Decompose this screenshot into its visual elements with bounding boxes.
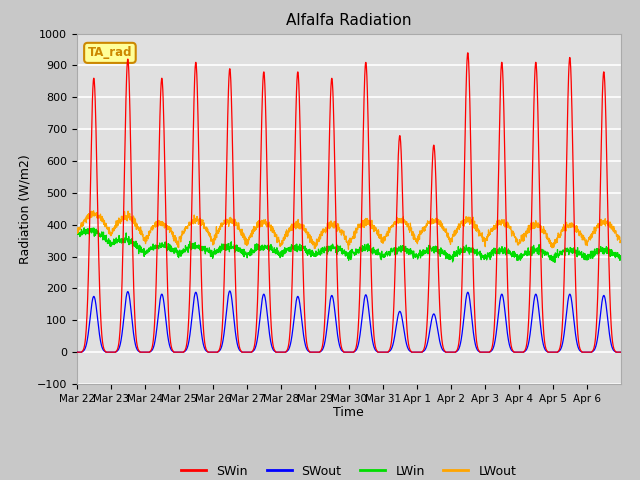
LWin [381,252,389,258]
SWin [513,349,520,355]
Line: SWout: SWout [77,291,621,352]
SWin [73,349,81,355]
LWout [245,235,253,240]
SWout [617,349,625,355]
LWout [127,216,135,222]
Line: SWin: SWin [77,53,621,352]
X-axis label: Time: Time [333,407,364,420]
SWout [226,288,234,294]
SWin [609,343,617,349]
SWout [543,349,551,355]
LWout [382,234,390,240]
SWout [127,309,135,314]
SWin [381,349,389,355]
LWout [344,246,352,252]
LWin [73,230,81,236]
SWout [73,349,81,355]
LWin [80,225,88,231]
SWout [609,347,617,353]
SWout [381,349,389,355]
LWout [73,228,81,233]
LWin [245,252,253,257]
Line: LWin: LWin [77,228,621,263]
LWout [544,234,552,240]
Legend: SWin, SWout, LWin, LWout: SWin, SWout, LWin, LWout [176,460,522,480]
SWin [543,348,551,354]
Title: Alfalfa Radiation: Alfalfa Radiation [286,13,412,28]
Y-axis label: Radiation (W/m2): Radiation (W/m2) [18,154,31,264]
LWin [617,255,625,261]
SWin [244,349,252,355]
SWin [464,50,472,56]
SWin [127,168,135,174]
LWout [617,238,625,244]
SWout [245,349,253,355]
Text: TA_rad: TA_rad [88,47,132,60]
LWin [610,252,618,257]
LWin [513,252,520,258]
LWin [551,260,559,265]
LWout [90,208,97,214]
LWout [513,238,521,244]
LWin [127,239,135,244]
Line: LWout: LWout [77,211,621,249]
LWin [543,249,551,255]
LWout [610,229,618,235]
SWin [617,349,625,355]
SWout [513,349,520,355]
